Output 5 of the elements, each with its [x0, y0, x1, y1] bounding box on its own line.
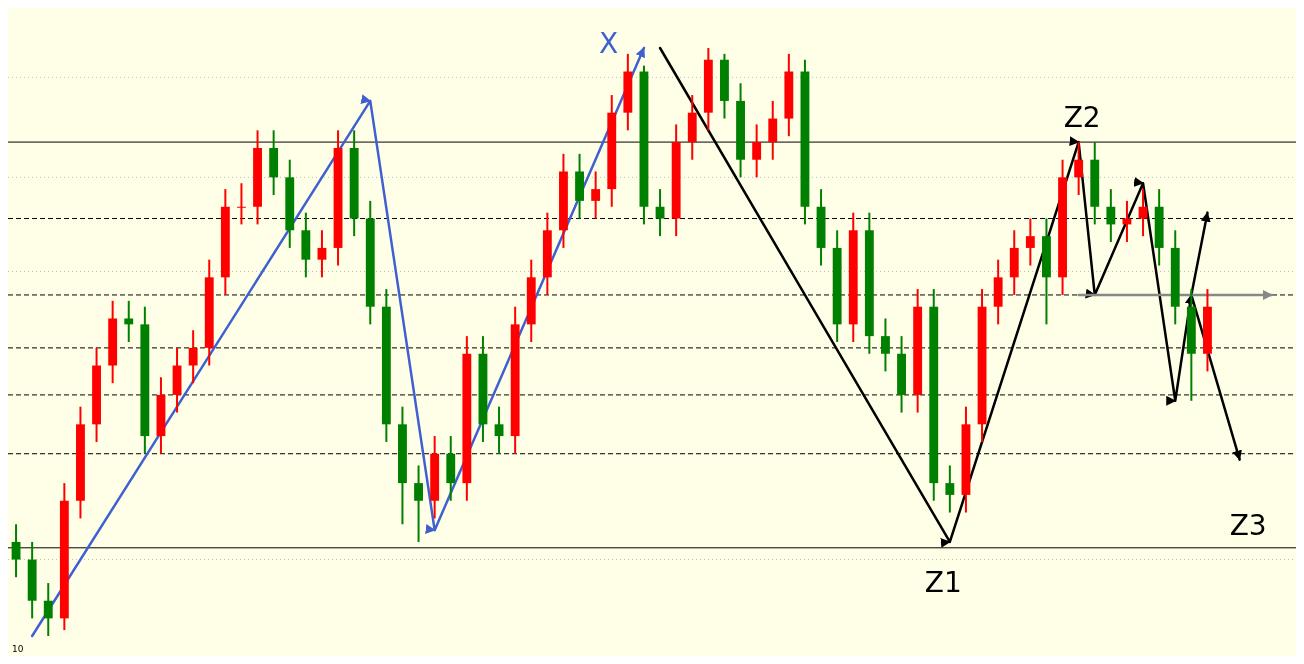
annotation: Z3 [1229, 508, 1267, 542]
annotation: X [598, 27, 619, 60]
text: 10 [12, 644, 24, 654]
annotation: Z2 [1063, 101, 1101, 135]
annotation: Z1 [924, 565, 962, 599]
